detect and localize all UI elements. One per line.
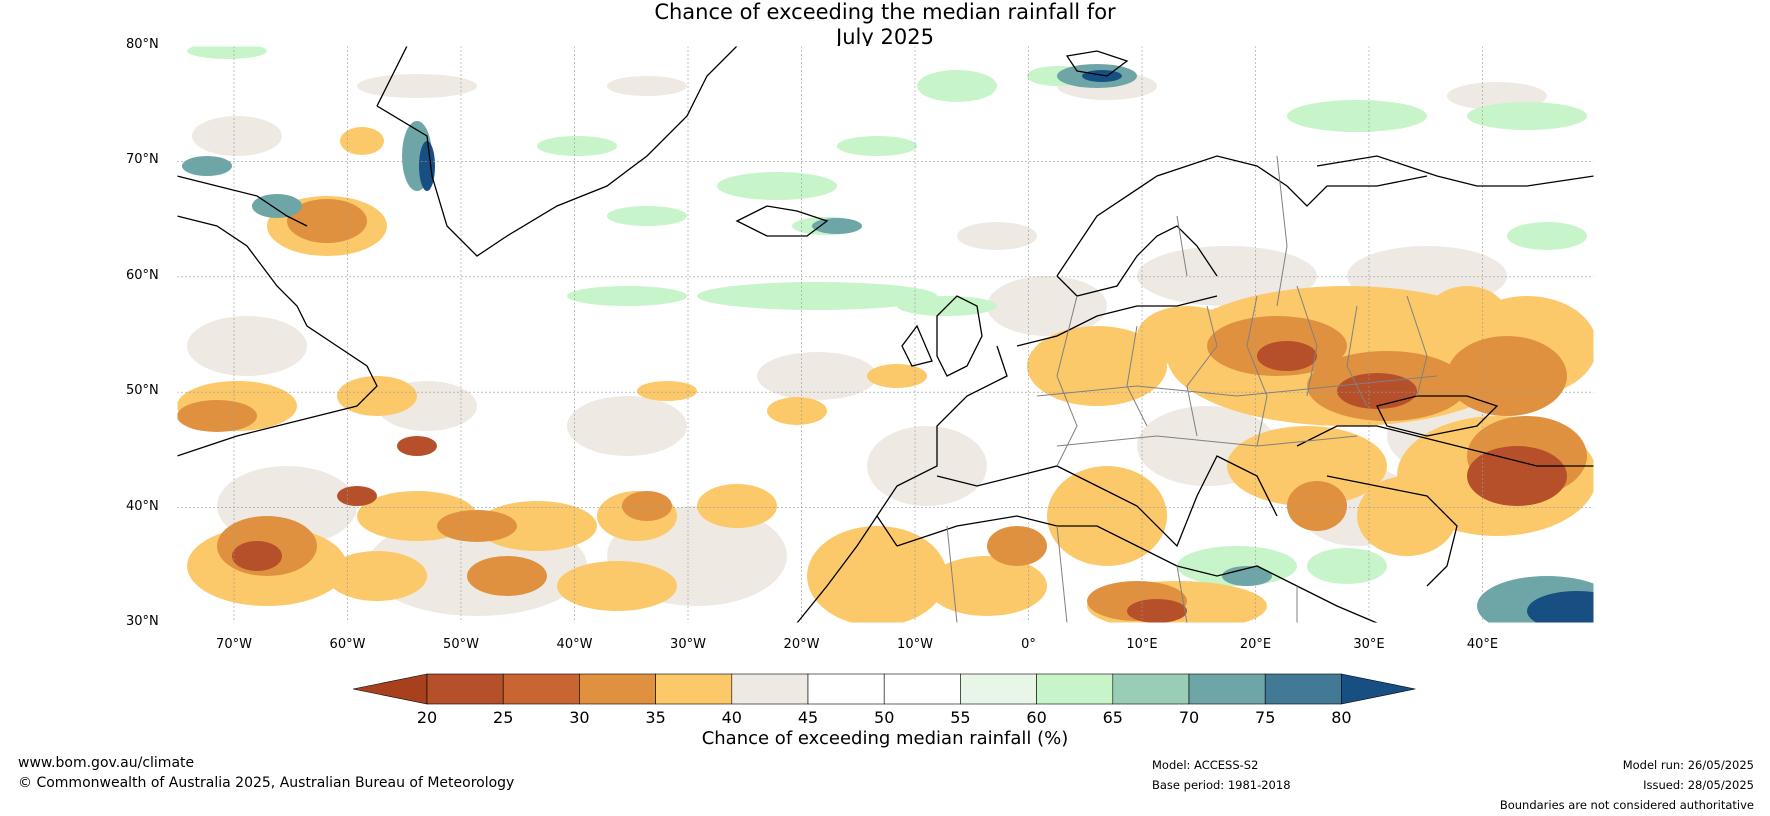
longitude-label: 50°W <box>443 637 479 652</box>
colorbar-segment <box>1112 673 1190 705</box>
colorbar-tick-label: 35 <box>645 708 665 727</box>
colorbar-tick-label: 45 <box>798 708 818 727</box>
colorbar-extend-high <box>1341 673 1416 705</box>
colorbar-tick-label: 30 <box>569 708 589 727</box>
longitude-label: 40°W <box>556 637 593 652</box>
colorbar-tick-label: 40 <box>722 708 742 727</box>
colorbar-segment <box>960 673 1037 705</box>
colorbar-tick-label: 50 <box>874 708 894 727</box>
map-title-line1: Chance of exceeding the median rainfall … <box>654 0 1116 24</box>
colorbar-segment <box>1036 673 1114 705</box>
colorbar-tick-label: 20 <box>417 708 437 727</box>
colorbar-tick-label: 25 <box>493 708 513 727</box>
rainfall-map-canvas <box>176 43 1627 636</box>
footer-disclaimer: Boundaries are not considered authoritat… <box>1499 798 1754 812</box>
rainfall-map <box>176 43 1627 636</box>
colorbar-segment <box>1264 673 1342 705</box>
longitude-label: 60°W <box>329 637 366 652</box>
colorbar-segment <box>883 673 961 705</box>
latitude-label: 80°N <box>126 37 159 52</box>
colorbar-tick-label: 55 <box>950 708 970 727</box>
latitude-label: 50°N <box>126 383 159 399</box>
footer-issued: Issued: 28/05/2025 <box>1643 778 1754 792</box>
colorbar: 20 25 30 35 40 45 50 55 60 65 70 75 80 <box>350 672 1420 732</box>
colorbar-segment <box>655 673 733 705</box>
latitude-label: 60°N <box>126 267 159 283</box>
map-title-line2: July 2025 <box>836 25 934 49</box>
dry-strong-patches <box>232 341 1567 623</box>
longitude-label: 10°E <box>1126 637 1158 652</box>
longitude-label: 70°W <box>216 637 252 652</box>
latitude-label: 30°N <box>126 614 159 629</box>
footer-model: Model: ACCESS-S2 <box>1152 758 1259 772</box>
colorbar-segment <box>579 673 656 705</box>
longitude-label: 0° <box>1021 637 1036 652</box>
colorbar-segment <box>731 673 809 705</box>
colorbar-tick-label: 60 <box>1026 708 1046 727</box>
latitude-label: 40°N <box>126 498 159 514</box>
longitude-label: 30°E <box>1353 637 1385 652</box>
colorbar-segment <box>502 673 580 705</box>
colorbar-segments <box>352 673 1416 705</box>
map-title: Chance of exceeding the median rainfall … <box>0 0 1770 50</box>
latitude-label: 70°N <box>126 152 159 168</box>
footer-model-run: Model run: 26/05/2025 <box>1622 758 1754 772</box>
footer-copyright: © Commonwealth of Australia 2025, Austra… <box>18 775 515 791</box>
country-borders <box>946 155 1438 624</box>
colorbar-segment <box>807 673 885 705</box>
colorbar-tick-label: 80 <box>1331 708 1351 727</box>
colorbar-title: Chance of exceeding median rainfall (%) <box>701 728 1069 749</box>
footer-website: www.bom.gov.au/climate <box>18 755 195 771</box>
footer-base-period: Base period: 1981-2018 <box>1152 778 1291 792</box>
longitude-label: 10°W <box>897 637 933 652</box>
longitude-label: 40°E <box>1466 637 1499 652</box>
wet-light-patches <box>187 43 1587 586</box>
colorbar-extend-low <box>352 673 428 705</box>
colorbar-tick-label: 75 <box>1255 708 1275 727</box>
longitude-label: 20°W <box>783 637 820 652</box>
colorbar-tick-label: 70 <box>1179 708 1199 727</box>
colorbar-ticks: 20 25 30 35 40 45 50 55 60 65 70 75 80 <box>417 708 1352 727</box>
longitude-label: 20°E <box>1239 637 1272 652</box>
coastlines <box>176 45 1595 624</box>
colorbar-canvas: 20 25 30 35 40 45 50 55 60 65 70 75 80 <box>352 673 1416 727</box>
colorbar-segment <box>426 673 504 705</box>
colorbar-segment <box>1188 673 1266 705</box>
colorbar-tick-label: 65 <box>1103 708 1123 727</box>
longitude-label: 30°W <box>670 637 706 652</box>
